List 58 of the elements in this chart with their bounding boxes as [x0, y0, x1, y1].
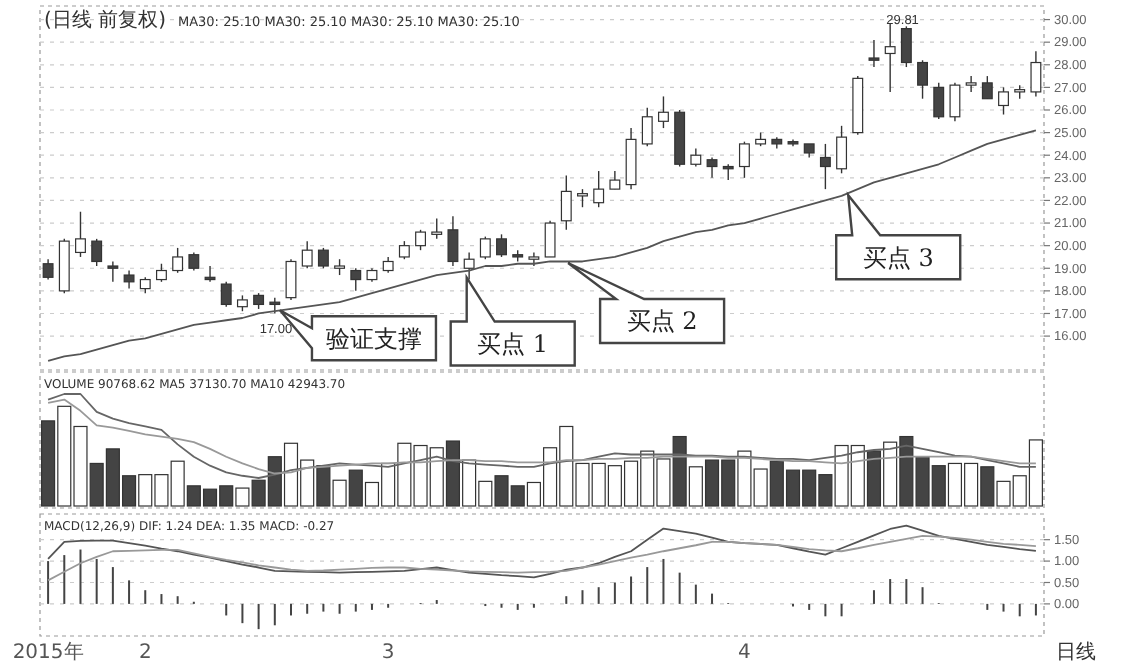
candlestick	[933, 82, 945, 120]
candlestick	[155, 263, 167, 283]
text: 日线	[1056, 640, 1096, 664]
candlestick	[819, 143, 831, 190]
candlestick	[188, 251, 200, 272]
candlestick	[641, 107, 653, 147]
candlestick	[42, 258, 54, 281]
candlestick	[690, 147, 702, 168]
chart-title: (日线 前复权)	[44, 8, 167, 32]
annotation: 买点 1	[477, 329, 549, 358]
candlestick	[172, 247, 184, 274]
candlestick	[75, 211, 86, 258]
candlestick	[301, 240, 313, 269]
candlestick	[998, 86, 1009, 116]
candlestick	[836, 125, 848, 174]
candlestick	[560, 174, 572, 231]
line-series	[47, 534, 1037, 582]
candlestick	[706, 156, 718, 179]
line-series	[47, 524, 1037, 579]
annotation: 买点 3	[862, 243, 934, 272]
candlestick	[625, 127, 637, 190]
candlestick	[577, 188, 588, 208]
candlestick	[609, 170, 621, 190]
annotation: 验证支撑	[325, 324, 422, 353]
line-series	[47, 129, 1037, 362]
candlestick	[917, 59, 929, 100]
candlestick	[949, 82, 961, 122]
candlestick	[269, 296, 281, 315]
candlestick	[350, 267, 362, 292]
candlestick	[463, 251, 475, 281]
candlestick	[496, 233, 507, 258]
candlestick	[447, 215, 459, 267]
candlestick	[107, 260, 119, 283]
candlestick	[479, 235, 491, 260]
x-tick-label: 3	[381, 642, 395, 664]
candlestick	[431, 217, 443, 240]
x-tick-label: 2	[138, 642, 152, 664]
candlestick	[900, 25, 912, 68]
candlestick	[1030, 50, 1042, 98]
candlestick	[123, 269, 135, 290]
candlestick	[965, 75, 977, 93]
annotation: 买点 2	[626, 307, 698, 336]
candlestick	[220, 281, 232, 308]
candlestick	[981, 75, 993, 100]
candlestick	[204, 265, 216, 283]
candlestick	[738, 140, 750, 179]
candlestick	[398, 240, 410, 260]
candlestick	[415, 229, 427, 251]
x-tick-label: 4	[738, 642, 751, 664]
candlestick	[884, 23, 896, 93]
candlestick	[593, 170, 605, 208]
candlestick	[91, 238, 103, 267]
candlestick	[285, 258, 297, 301]
candlestick	[657, 95, 669, 129]
candlestick	[317, 247, 329, 269]
candlestick	[544, 220, 556, 258]
x-tick-label: 2015年	[12, 640, 84, 664]
candlestick	[868, 39, 880, 68]
